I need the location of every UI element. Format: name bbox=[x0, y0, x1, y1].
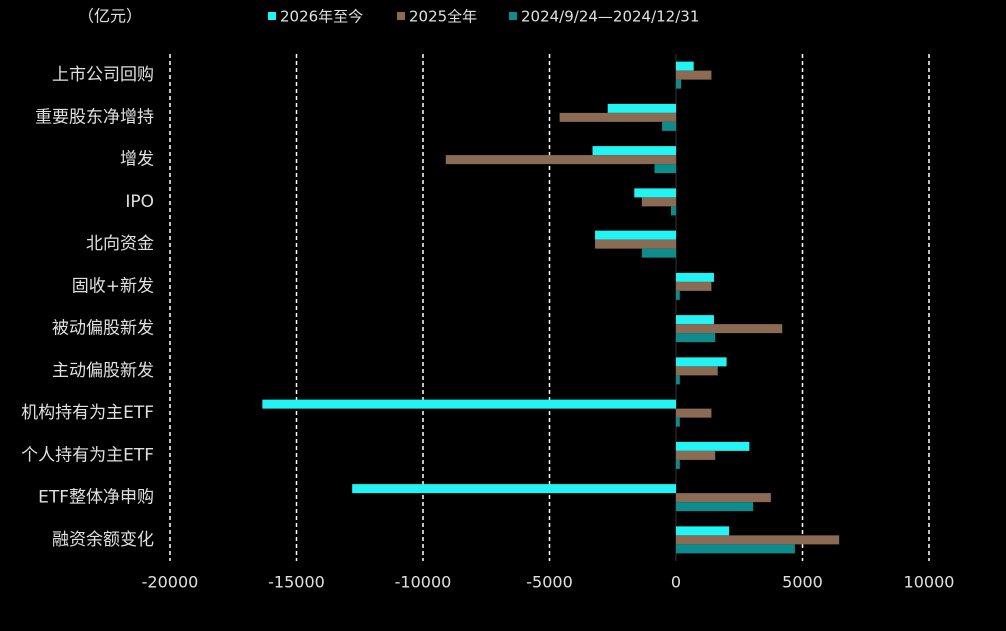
x-tick-label: -15000 bbox=[268, 573, 325, 592]
x-tick-label: -5000 bbox=[526, 573, 573, 592]
bar bbox=[352, 484, 676, 494]
y-tick-label: 重要股东净增持 bbox=[35, 107, 154, 127]
bar bbox=[634, 188, 676, 198]
bar bbox=[641, 197, 676, 207]
y-tick-label: ETF整体净申购 bbox=[38, 488, 154, 508]
bar bbox=[662, 121, 676, 131]
bar bbox=[592, 146, 676, 156]
y-tick-label: 主动偏股新发 bbox=[52, 361, 154, 381]
legend-label: 2026年至今 bbox=[280, 8, 363, 26]
y-tick-label: 上市公司回购 bbox=[52, 65, 154, 85]
bar bbox=[676, 79, 682, 89]
bar bbox=[676, 272, 714, 282]
legend-swatch bbox=[509, 12, 517, 20]
legend-swatch bbox=[268, 12, 276, 20]
bar bbox=[676, 70, 712, 80]
x-tick-label: 5000 bbox=[782, 573, 823, 592]
bar bbox=[676, 535, 840, 545]
y-tick-label: IPO bbox=[125, 192, 154, 212]
bar bbox=[676, 366, 718, 376]
bar bbox=[595, 230, 676, 240]
bar bbox=[676, 290, 680, 300]
bar bbox=[595, 239, 676, 249]
bar bbox=[670, 206, 676, 216]
bar bbox=[676, 526, 730, 536]
unit-label: （亿元） bbox=[78, 7, 142, 26]
legend-swatch bbox=[397, 12, 405, 20]
bar bbox=[676, 357, 727, 367]
bar bbox=[676, 333, 716, 343]
bar bbox=[676, 375, 680, 385]
bar bbox=[676, 315, 714, 325]
bar bbox=[654, 164, 676, 174]
x-tick-label: 0 bbox=[671, 573, 681, 592]
x-tick-label: -10000 bbox=[395, 573, 452, 592]
bar bbox=[607, 103, 676, 113]
bar bbox=[445, 155, 676, 165]
bar bbox=[262, 399, 676, 409]
bar bbox=[676, 324, 783, 334]
bar bbox=[676, 544, 795, 554]
bar bbox=[641, 248, 676, 258]
x-tick-label: 10000 bbox=[904, 573, 955, 592]
y-tick-label: 个人持有为主ETF bbox=[21, 445, 154, 465]
y-tick-label: 固收+新发 bbox=[72, 276, 154, 296]
y-tick-label: 被动偏股新发 bbox=[52, 319, 154, 339]
bar bbox=[676, 408, 712, 418]
x-tick-label: -20000 bbox=[142, 573, 199, 592]
legend-label: 2024/9/24—2024/12/31 bbox=[521, 8, 699, 26]
bar bbox=[676, 441, 750, 451]
bar bbox=[559, 112, 676, 122]
bar bbox=[676, 450, 716, 460]
bar bbox=[676, 502, 754, 512]
y-tick-label: 机构持有为主ETF bbox=[21, 403, 154, 423]
y-tick-label: 北向资金 bbox=[86, 234, 154, 254]
legend-label: 2025全年 bbox=[409, 8, 477, 26]
bar bbox=[676, 459, 680, 469]
y-tick-label: 融资余额变化 bbox=[52, 530, 154, 550]
bar bbox=[676, 417, 680, 427]
bar bbox=[676, 281, 712, 291]
bar bbox=[676, 61, 694, 71]
bar bbox=[676, 493, 771, 503]
y-tick-label: 增发 bbox=[120, 150, 154, 170]
